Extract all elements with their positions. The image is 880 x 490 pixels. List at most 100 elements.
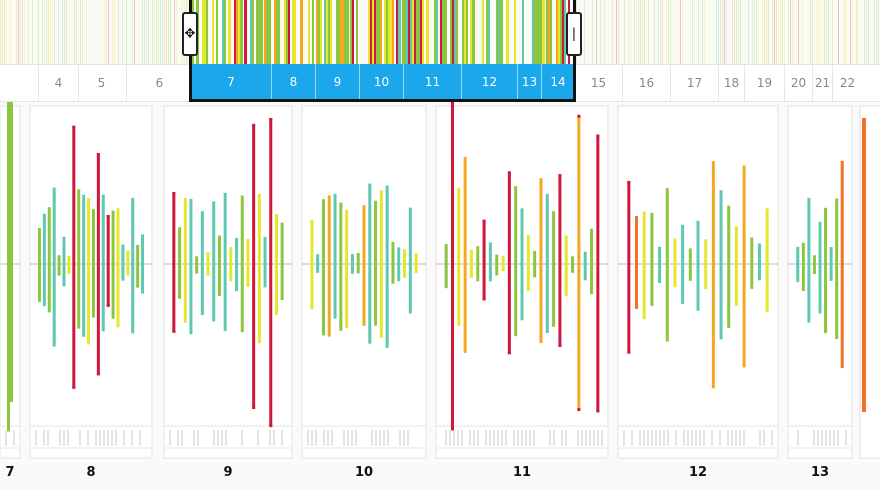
overview-bar	[328, 0, 331, 64]
scale-day-20[interactable]: 20	[784, 65, 812, 101]
overview-bar	[152, 0, 153, 64]
chart-bar	[121, 244, 125, 281]
bar-cap	[558, 174, 562, 178]
selected-day-11[interactable]: 11	[403, 64, 461, 99]
overview-bar	[758, 0, 759, 64]
overview-bar	[748, 0, 749, 64]
chart-bar	[72, 125, 76, 389]
move-icon: ✥	[184, 26, 196, 42]
overview-bar	[734, 0, 735, 64]
overview-bar	[592, 0, 593, 64]
overview-bar	[780, 0, 781, 64]
overview-bar	[402, 0, 404, 64]
chart-bar	[77, 189, 81, 329]
chart-bar	[696, 220, 700, 311]
scale-day-15[interactable]: 15	[574, 65, 622, 101]
scale-day-22[interactable]: 22	[832, 65, 862, 101]
overview-bar	[346, 0, 349, 64]
chart-bar	[577, 114, 581, 412]
overview-bar	[288, 0, 290, 64]
overview-bar	[844, 0, 845, 64]
bar-cap	[482, 297, 486, 301]
overview-bar	[682, 0, 683, 64]
overview-bar	[546, 0, 549, 64]
overview-bar	[320, 0, 322, 64]
chart-bar	[673, 238, 677, 288]
overview-bar	[720, 0, 721, 64]
bar-cap	[269, 118, 273, 122]
overview-bar	[482, 0, 484, 64]
scale-day-4[interactable]: 4	[38, 65, 78, 101]
overview-bar	[244, 0, 247, 64]
overview-bar	[410, 0, 413, 64]
overview-bar	[440, 0, 443, 64]
scale-day-21[interactable]: 21	[812, 65, 832, 101]
overview-bar	[462, 0, 465, 64]
overview-bar	[258, 0, 260, 64]
chart-bar	[96, 153, 100, 376]
scale-day-16[interactable]: 16	[622, 65, 670, 101]
chart-bar	[310, 219, 314, 310]
overview-strip[interactable]	[0, 0, 880, 64]
overview-bar	[452, 0, 454, 64]
chart-bar	[321, 199, 325, 336]
brush-left-handle[interactable]: ✥	[182, 12, 198, 56]
overview-bar	[404, 0, 407, 64]
chart-bar	[469, 249, 473, 278]
scale-day-17[interactable]: 17	[670, 65, 718, 101]
scale-day-18[interactable]: 18	[718, 65, 744, 101]
overview-bar	[118, 0, 119, 64]
scale-day-6[interactable]: 6	[126, 65, 192, 101]
bar-cap	[577, 114, 581, 118]
bar-cap	[507, 171, 511, 175]
bar-cap	[72, 385, 76, 389]
day-panel-9[interactable]	[163, 105, 293, 459]
overview-bar	[32, 0, 33, 64]
overview-bar	[666, 0, 667, 64]
overview-bar	[86, 0, 87, 64]
overview-bar	[782, 0, 783, 64]
selected-range[interactable]: 7 8 9 10 11 12 13 14	[191, 64, 574, 102]
overview-bar	[396, 0, 399, 64]
overview-bar	[176, 0, 177, 64]
selected-day-10[interactable]: 10	[359, 64, 403, 99]
scale-day-19[interactable]: 19	[744, 65, 784, 101]
overview-bar	[600, 0, 601, 64]
selected-day-8[interactable]: 8	[271, 64, 315, 99]
selected-day-14[interactable]: 14	[541, 64, 574, 99]
brush-right-handle[interactable]: |	[566, 12, 582, 56]
chart-bar	[206, 252, 210, 276]
overview-bar	[444, 0, 447, 64]
selected-day-9[interactable]: 9	[315, 64, 359, 99]
overview-bar	[866, 0, 867, 64]
overview-bar	[384, 0, 387, 64]
bar-cap	[172, 192, 176, 196]
selected-day-12[interactable]: 12	[461, 64, 517, 99]
overview-bar	[496, 0, 498, 64]
overview-bar	[754, 0, 755, 64]
overview-bar	[850, 0, 851, 64]
selected-day-13[interactable]: 13	[517, 64, 541, 99]
chart-bar	[379, 190, 383, 338]
overview-bar	[336, 0, 339, 64]
overview-bar	[584, 0, 585, 64]
overview-bar	[114, 0, 115, 64]
overview-bar	[38, 0, 39, 64]
overview-bar	[550, 0, 552, 64]
overview-bar	[764, 0, 765, 64]
overview-bar	[388, 0, 391, 64]
bar-cap	[507, 351, 511, 355]
chart-bar	[840, 160, 844, 369]
chart-bar	[263, 236, 267, 288]
chart-bar	[101, 194, 105, 332]
overview-bar	[10, 0, 11, 64]
chart-bar	[368, 183, 372, 344]
chart-bar	[183, 197, 187, 323]
overview-bar	[18, 0, 19, 64]
chart-bar	[116, 208, 120, 328]
selected-day-7[interactable]: 7	[227, 75, 235, 89]
scale-day-5[interactable]: 5	[78, 65, 124, 101]
chart-bar	[327, 195, 331, 337]
overview-bar	[380, 0, 382, 64]
overview-bar	[472, 0, 475, 64]
